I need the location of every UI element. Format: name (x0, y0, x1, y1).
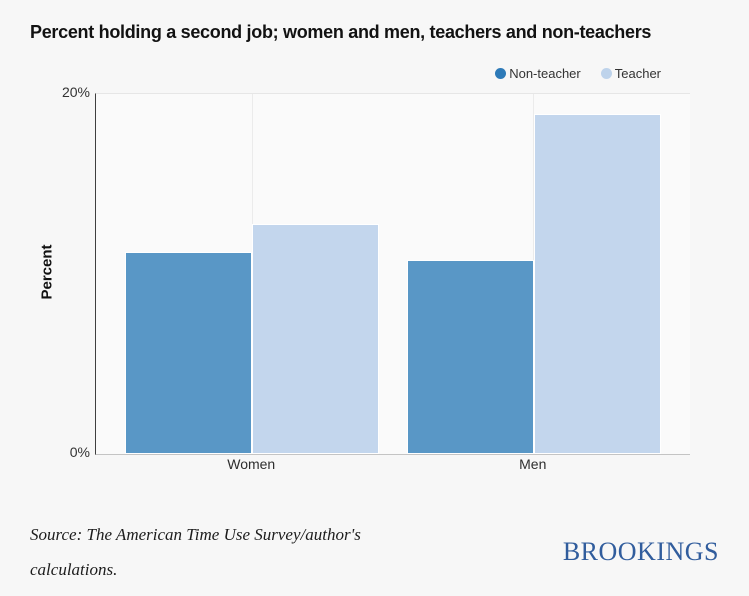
legend-item-non-teacher[interactable]: Non-teacher (495, 66, 581, 81)
legend: Non-teacher Teacher (495, 66, 661, 81)
bar-women-teacher[interactable] (252, 223, 380, 454)
plot-area (95, 93, 690, 455)
legend-marker-non-teacher-icon (495, 68, 507, 79)
legend-item-teacher[interactable]: Teacher (600, 66, 661, 81)
bar-women-non-teacher[interactable] (125, 252, 253, 454)
x-axis-label-women: Women (227, 456, 276, 472)
chart-title: Percent holding a second job; women and … (30, 22, 652, 42)
brookings-logo[interactable]: BROOKINGS (562, 537, 719, 566)
y-tick-20: 20% (61, 84, 90, 100)
source-note: Source: The American Time Use Survey/aut… (30, 525, 361, 579)
x-axis: Women Men (95, 456, 689, 476)
bar-men-teacher[interactable] (533, 113, 661, 454)
legend-label-teacher: Teacher (614, 66, 661, 81)
bar-men-non-teacher[interactable] (406, 259, 534, 454)
x-axis-label-men: Men (519, 456, 547, 472)
legend-label-non-teacher: Non-teacher (509, 66, 581, 81)
y-tick-0: 0% (69, 444, 90, 460)
legend-marker-teacher-icon (600, 68, 612, 79)
y-axis-title: Percent (38, 244, 56, 300)
